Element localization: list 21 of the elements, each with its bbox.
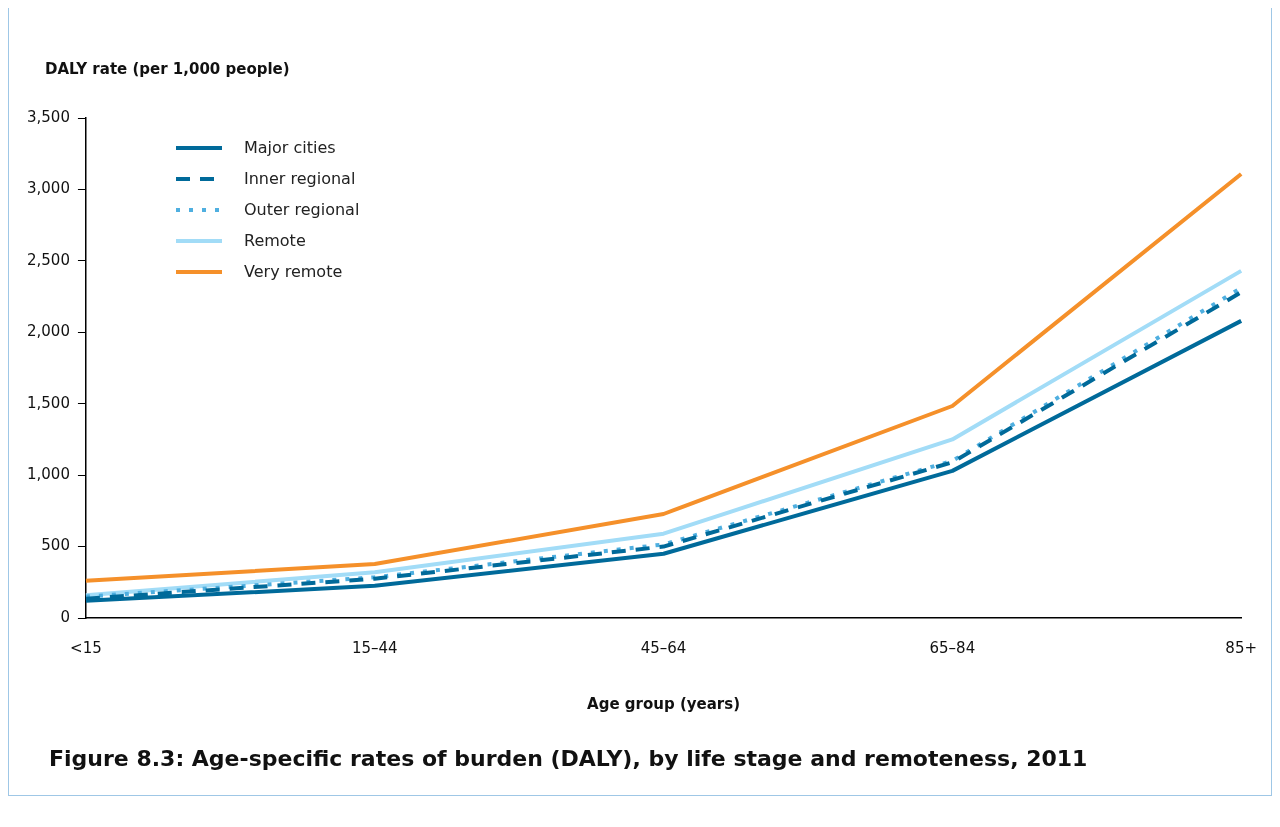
legend-label: Major cities [244, 138, 336, 157]
y-tick-label: 500 [41, 536, 70, 555]
x-tick-label: <15 [70, 638, 102, 657]
y-tick-label: 2,000 [26, 322, 70, 341]
y-tick-label: 0 [60, 607, 70, 626]
x-tick-label: 85+ [1225, 638, 1257, 657]
y-axis-title: DALY rate (per 1,000 people) [45, 60, 290, 78]
y-tick-label: 1,000 [26, 465, 70, 484]
legend-label: Inner regional [244, 169, 356, 188]
x-tick-label: 45–64 [640, 638, 687, 657]
y-tick-label: 1,500 [26, 393, 70, 412]
y-tick-label: 3,500 [26, 107, 70, 126]
legend-label: Remote [244, 231, 306, 250]
legend-label: Outer regional [244, 200, 360, 219]
x-tick-label: 15–44 [351, 638, 398, 657]
y-tick-label: 3,000 [26, 179, 70, 198]
legend-label: Very remote [244, 262, 343, 281]
y-tick-label: 2,500 [26, 250, 70, 269]
x-axis-title: Age group (years) [587, 694, 741, 713]
x-tick-label: 65–84 [929, 638, 976, 657]
text: Figure 8.3: Age-specific rates of burden (DALY), by life stage and remoteness, 2011 [48, 745, 1089, 773]
